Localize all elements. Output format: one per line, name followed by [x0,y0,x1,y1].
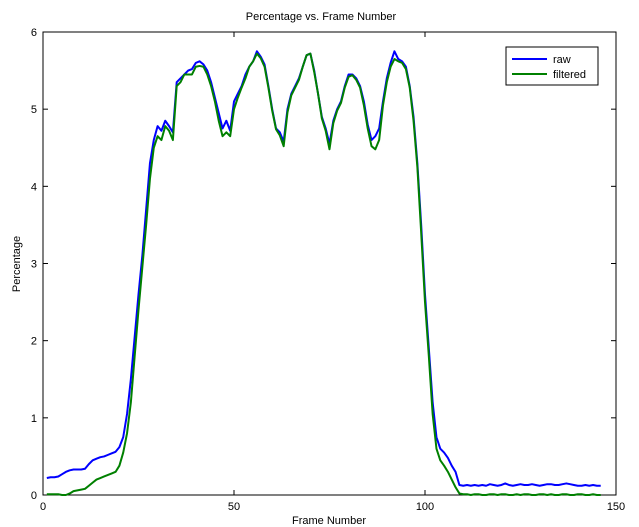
y-tick-label: 5 [31,104,37,116]
y-tick-label: 1 [31,413,37,425]
axis-ticks: 0 50 100 150 0 1 2 3 4 5 6 [31,27,625,513]
series-lines [46,50,601,496]
plot-area [42,31,617,496]
y-tick-label: 6 [31,27,37,39]
y-tick-label: 4 [31,181,37,193]
x-tick-label: 50 [228,501,240,513]
legend-label-filtered: filtered [553,69,586,81]
legend: raw filtered [505,46,599,86]
x-axis-label: Frame Number [292,515,366,527]
x-tick-label: 150 [607,501,625,513]
x-tick-label: 0 [40,501,46,513]
y-axis-label: Percentage [11,236,23,292]
x-tick-label: 100 [416,501,434,513]
chart-title: Percentage vs. Frame Number [246,11,397,23]
y-tick-label: 0 [31,490,37,502]
y-tick-label: 2 [31,336,37,348]
y-tick-label: 3 [31,259,37,271]
legend-box [505,46,599,86]
legend-label-raw: raw [553,54,571,66]
series-line-filtered [46,52,601,496]
